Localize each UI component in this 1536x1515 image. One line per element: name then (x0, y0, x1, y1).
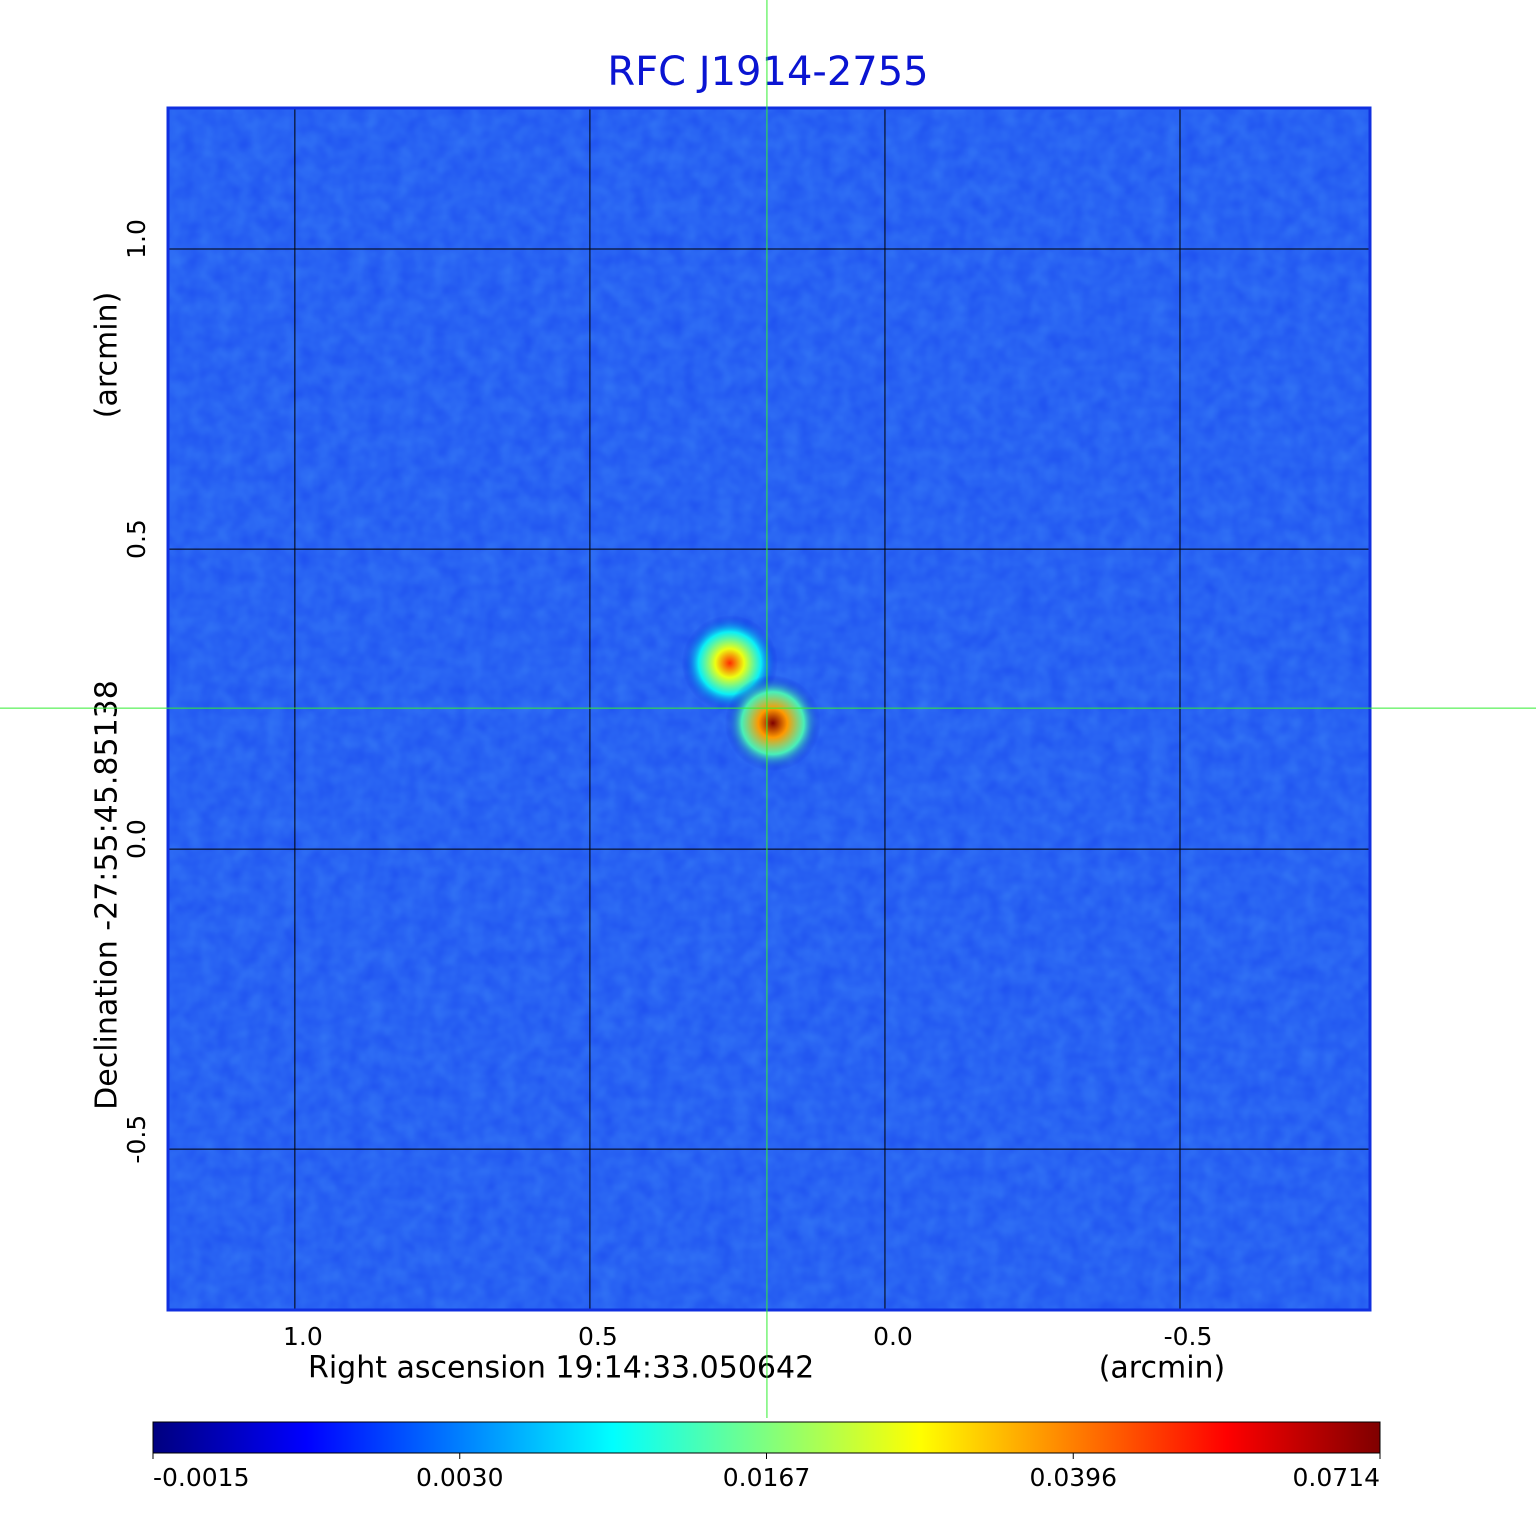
chart-title: RFC J1914-2755 (607, 49, 928, 95)
y-axis-label: Declination -27:55:45.85138 (90, 680, 125, 1110)
x-axis-unit: (arcmin) (1099, 1351, 1226, 1386)
colorbar-tick-label: 0.0396 (1030, 1463, 1117, 1492)
plot-border (166, 106, 1372, 1312)
x-tick-label: -0.5 (1164, 1322, 1213, 1351)
y-tick-label: 0.5 (122, 519, 151, 559)
colorbar-tick-label: 0.0167 (723, 1463, 810, 1492)
colorbar-tick-label: 0.0714 (1293, 1463, 1380, 1492)
x-axis-label: Right ascension 19:14:33.050642 (308, 1351, 814, 1386)
colorbar-tick-label: -0.0015 (153, 1463, 250, 1492)
y-tick-label: 1.0 (122, 219, 151, 259)
source-component (724, 675, 821, 772)
x-tick-label: 0.5 (578, 1322, 618, 1351)
x-tick-label: 1.0 (283, 1322, 323, 1351)
y-axis-unit: (arcmin) (90, 292, 125, 419)
y-tick-label: -0.5 (122, 1115, 151, 1164)
y-tick-label: 0.0 (122, 819, 151, 859)
colorbar (152, 1421, 1381, 1454)
x-tick-label: 0.0 (873, 1322, 913, 1351)
colorbar-tick-label: 0.0030 (416, 1463, 503, 1492)
